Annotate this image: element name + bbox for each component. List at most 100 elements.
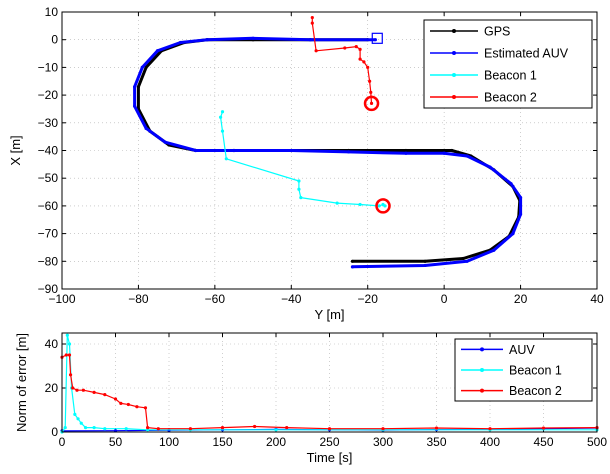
data-point [327, 427, 332, 431]
data-point [67, 342, 72, 346]
data-point [511, 232, 515, 236]
data-point [76, 417, 80, 421]
data-point [126, 402, 130, 407]
data-point [188, 427, 192, 431]
y-tick-label: −70 [38, 227, 59, 241]
data-point [205, 38, 209, 42]
x-tick-label: −40 [281, 292, 302, 306]
data-point [71, 386, 75, 390]
y-axis-label: X [m] [8, 135, 23, 165]
data-point [358, 47, 362, 51]
data-point [218, 115, 223, 119]
data-point [251, 36, 255, 40]
legend-label: AUV [509, 343, 535, 357]
chart-2: 0 50 100 150 200 250 300 350 400 450 500 0 20 40 Time … [14, 332, 607, 465]
data-point [299, 195, 303, 200]
data-point [362, 60, 366, 64]
data-point [404, 151, 408, 155]
x-tick-label: −100 [48, 292, 75, 306]
x-tick-label: −20 [358, 292, 379, 306]
data-point [310, 21, 314, 25]
data-point [358, 57, 362, 61]
data-point [369, 101, 374, 106]
x-tick-label: 0 [59, 435, 66, 449]
data-point [220, 110, 225, 114]
data-point [65, 333, 69, 337]
data-point [461, 256, 465, 261]
x-tick-label: 200 [266, 435, 286, 449]
data-point [133, 85, 137, 89]
data-point [136, 85, 141, 89]
legend-swatch-marker [452, 73, 456, 77]
data-point [135, 405, 139, 409]
data-point [73, 412, 77, 416]
legend-label: Estimated AUV [484, 47, 569, 61]
data-point [366, 65, 370, 69]
data-point [354, 45, 358, 49]
x-tick-label: 150 [212, 435, 232, 449]
y-tick-label: −40 [38, 144, 59, 158]
x-tick-label: 300 [373, 435, 393, 449]
data-point [297, 187, 301, 191]
x-tick-label: 250 [319, 435, 339, 449]
beacon-circle-marker [363, 95, 380, 112]
data-point [178, 40, 183, 45]
data-point [518, 195, 523, 200]
data-point [92, 390, 96, 394]
legend: GPS Estimated AUV Beacon 1 Beacon 2 [423, 19, 593, 109]
data-point [289, 148, 293, 153]
data-point [140, 65, 144, 69]
x-tick-label: 40 [590, 292, 604, 306]
data-point [63, 426, 67, 430]
x-axis-label: Y [m] [314, 307, 344, 322]
beacon-circle-marker [375, 198, 391, 214]
x-axis-label: Time [s] [307, 450, 353, 465]
data-point [146, 428, 150, 432]
y-tick-label: 0 [51, 33, 58, 47]
y-tick-label: 10 [45, 5, 59, 19]
data-point [144, 126, 148, 130]
axes-frame [61, 11, 598, 290]
data-point [119, 401, 123, 405]
legend-swatch-marker [452, 95, 456, 99]
start-square-marker [371, 32, 383, 44]
data-point [381, 427, 385, 431]
data-point [92, 426, 96, 430]
data-point [113, 429, 118, 433]
legend-swatch-marker [480, 388, 484, 393]
data-point [308, 38, 312, 42]
data-point [404, 148, 408, 153]
x-tick-label: 350 [426, 435, 446, 449]
data-point [220, 426, 225, 430]
legend-label: Beacon 1 [484, 69, 537, 83]
data-point [423, 259, 427, 263]
data-point [310, 15, 314, 20]
axes-frame [61, 332, 598, 433]
data-point [81, 388, 85, 392]
data-point [144, 65, 148, 69]
data-point [383, 204, 387, 208]
data-point [285, 426, 289, 430]
data-point [423, 263, 427, 268]
data-point [343, 46, 347, 50]
data-point [377, 204, 381, 208]
data-point [253, 424, 257, 429]
y-tick-label: −10 [38, 60, 59, 74]
data-point [156, 427, 160, 431]
data-point [68, 373, 73, 377]
data-point [434, 426, 439, 430]
legend-swatch-marker [480, 368, 484, 372]
data-point [83, 426, 88, 430]
data-point [450, 148, 454, 153]
data-point [297, 179, 301, 183]
y-tick-label: −80 [38, 254, 59, 268]
data-point [64, 353, 68, 357]
data-point [155, 49, 160, 53]
legend-swatch-marker [480, 347, 484, 352]
legend-label: Beacon 1 [509, 364, 562, 378]
chart-1: −100 −80 −60 −40 −20 0 20 40 10 0 −10 −20 −30 −40 −50 −… [8, 5, 604, 322]
y-axis-label: Norm of error [m] [14, 333, 29, 432]
legend-label: GPS [484, 25, 510, 39]
y-tick-label: −50 [38, 171, 59, 185]
data-point [314, 49, 318, 53]
